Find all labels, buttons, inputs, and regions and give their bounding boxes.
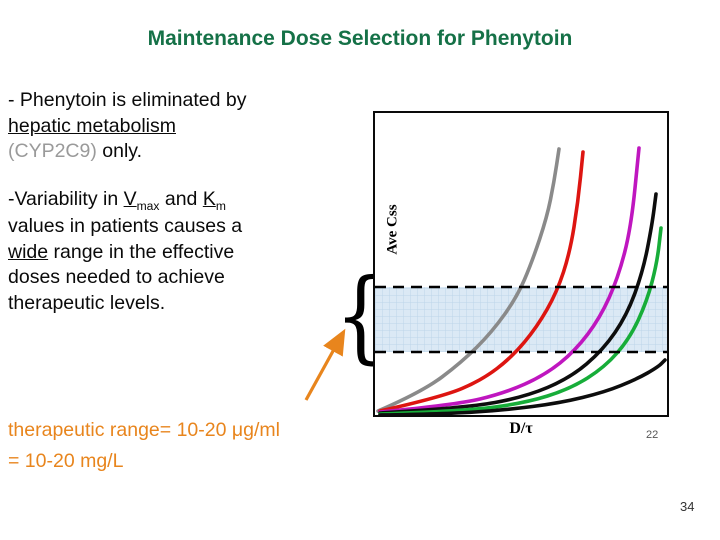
bullet-1-line-3: (CYP2C9) only.	[8, 139, 370, 165]
bullet-1-line-1: - Phenytoin is eliminated by	[8, 88, 370, 114]
curve-patient-red	[378, 150, 585, 413]
wide-underlined: wide	[8, 240, 49, 263]
bullet-2-text-4: doses needed to achieve	[8, 266, 225, 289]
curve-patient-gray	[376, 147, 561, 413]
km-sub: m	[215, 198, 226, 213]
and-text: and	[159, 187, 203, 210]
therapeutic-range-note: therapeutic range= 10-20 μg/ml = 10-20 m…	[8, 415, 368, 477]
therapeutic-range-line-2: = 10-20 mg/L	[8, 450, 124, 473]
y-axis-label: Ave Css	[384, 204, 401, 255]
x-axis-label: D/τ	[509, 420, 533, 437]
km-k: K	[202, 187, 216, 210]
variability-text: -Variability in	[8, 187, 124, 210]
body-text: - Phenytoin is eliminated by hepatic met…	[8, 88, 370, 316]
vmax-underlined: Vmax	[123, 187, 160, 213]
bullet-2-text-2: values in patients causes a	[8, 215, 243, 238]
bullet-2-line-5: therapeutic levels.	[8, 291, 370, 317]
curve-patient-black-shallow	[378, 358, 667, 415]
curve-patient-magenta	[378, 146, 641, 414]
figure-number: 22	[646, 429, 659, 441]
bullet-2-line-2: values in patients causes a	[8, 214, 370, 240]
hepatic-metabolism-underlined: hepatic metabolism	[8, 114, 176, 137]
bullet-2-line-1: -Variability in Vmax and Km	[8, 187, 370, 215]
phenytoin-dose-chart: Ave Css	[373, 111, 669, 417]
bullet-2-text-5: therapeutic levels.	[8, 291, 166, 314]
bullet-2-text-3: range in the effective	[48, 240, 235, 263]
bullet-1-line-2: hepatic metabolism	[8, 114, 370, 140]
page-title: Maintenance Dose Selection for Phenytoin	[147, 27, 573, 50]
vmax-v: V	[123, 187, 137, 210]
curve-patient-green	[378, 226, 663, 415]
chart-plot-area	[375, 146, 667, 415]
bullet-2-line-4: doses needed to achieve	[8, 265, 370, 291]
therapeutic-range-line-1: therapeutic range= 10-20 μg/ml	[8, 419, 280, 441]
bullet-2-line-3: wide range in the effective	[8, 240, 370, 266]
bullet-1: - Phenytoin is eliminated by hepatic met…	[8, 88, 370, 165]
page-number: 34	[680, 499, 695, 514]
cyp2c9-gray-text: (CYP2C9)	[8, 140, 97, 163]
vmax-sub: max	[136, 198, 160, 213]
bullet-2: -Variability in Vmax and Km values in pa…	[8, 187, 370, 317]
therapeutic-band	[375, 287, 667, 352]
bullet-1-text: - Phenytoin is eliminated by	[8, 89, 247, 111]
km-underlined: Km	[202, 187, 226, 213]
bullet-1-only-text: only.	[96, 140, 143, 163]
